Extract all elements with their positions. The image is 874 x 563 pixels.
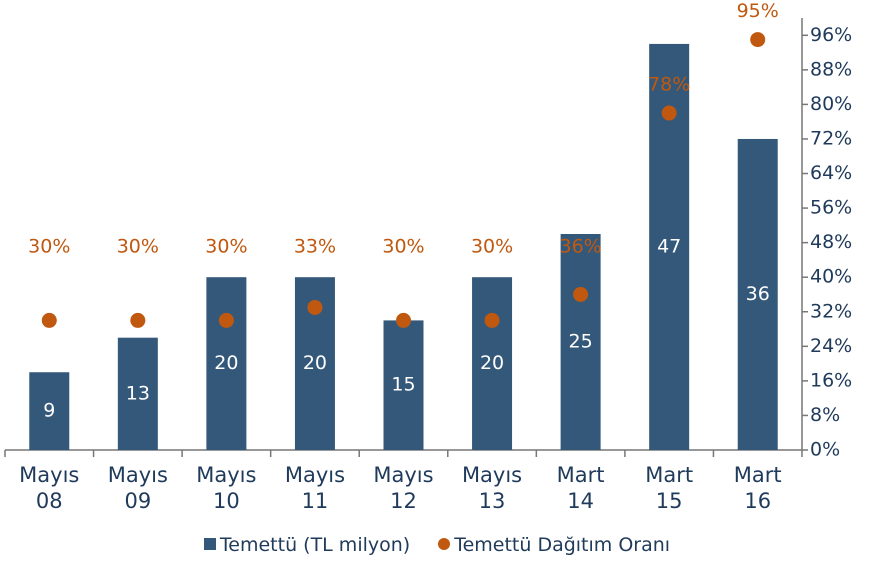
x-tick-label: Mayıs 10	[196, 463, 257, 513]
dot-label: 30%	[205, 236, 247, 258]
bar-label: 20	[303, 352, 327, 374]
bar-label: 20	[214, 352, 238, 374]
dot	[750, 32, 766, 48]
y2-tick-label: 48%	[810, 231, 852, 253]
legend-swatch	[203, 538, 216, 550]
y2-tick-label: 8%	[810, 404, 840, 426]
y2-tick-label: 88%	[810, 58, 852, 80]
dot-label: 30%	[117, 236, 159, 258]
dot-label: 30%	[28, 236, 70, 258]
dot-label: 78%	[648, 74, 690, 96]
y2-tick-label: 32%	[810, 300, 852, 322]
y2-tick-label: 80%	[810, 93, 852, 115]
bar-label: 36	[746, 283, 770, 305]
y2-tick-label: 40%	[810, 266, 852, 288]
y2-tick-label: 72%	[810, 127, 852, 149]
bar-label: 13	[126, 382, 150, 404]
y2-tick-label: 24%	[810, 335, 852, 357]
bar	[29, 372, 70, 450]
x-tick-label: Mayıs 12	[373, 463, 434, 513]
legend-label: Temettü (TL milyon)	[219, 534, 411, 556]
x-tick-label: Mayıs 09	[107, 463, 168, 513]
bar-label: 9	[43, 400, 55, 422]
legend-label: Temettü Dağıtım Oranı	[454, 534, 671, 556]
x-tick-label: Mart 14	[556, 463, 605, 513]
dot-label: 30%	[471, 236, 513, 258]
bar	[737, 138, 778, 450]
bar	[206, 277, 247, 450]
dot-label: 36%	[559, 236, 601, 258]
bar	[560, 234, 601, 450]
x-tick-label: Mart 16	[733, 463, 782, 513]
bar-label: 15	[391, 374, 415, 396]
legend-item: Temettü Dağıtım Oranı	[438, 534, 670, 556]
dot-label: 95%	[737, 0, 779, 22]
dot	[307, 299, 323, 315]
bar	[117, 337, 158, 450]
bar	[472, 277, 513, 450]
legend-swatch	[438, 538, 451, 550]
x-tick-label: Mayıs 08	[19, 463, 80, 513]
bar-label: 25	[569, 331, 593, 353]
dot	[41, 312, 57, 328]
dot	[396, 312, 411, 328]
legend: Temettü (TL milyon) Temettü Dağıtım Oranı	[0, 534, 874, 556]
dot	[661, 105, 677, 121]
dot-label: 30%	[382, 236, 424, 258]
bar-label: 47	[657, 235, 681, 257]
x-tick-label: Mayıs 11	[284, 463, 346, 513]
y2-tick-label: 64%	[810, 162, 852, 184]
dot	[484, 312, 500, 328]
legend-item: Temettü (TL milyon)	[203, 534, 411, 556]
x-tick-label: Mayıs 13	[461, 463, 523, 513]
y2-tick-label: 16%	[810, 369, 852, 391]
dot	[573, 286, 589, 302]
x-tick-label: Mart 15	[645, 463, 694, 513]
dot	[130, 312, 146, 328]
dot	[218, 312, 234, 328]
bar	[383, 320, 424, 450]
y2-tick-label: 56%	[810, 197, 852, 219]
y2-tick-label: 96%	[810, 24, 852, 46]
dot-label: 33%	[294, 236, 336, 258]
bar-label: 20	[480, 352, 504, 374]
y2-tick-label: 0%	[810, 439, 840, 461]
